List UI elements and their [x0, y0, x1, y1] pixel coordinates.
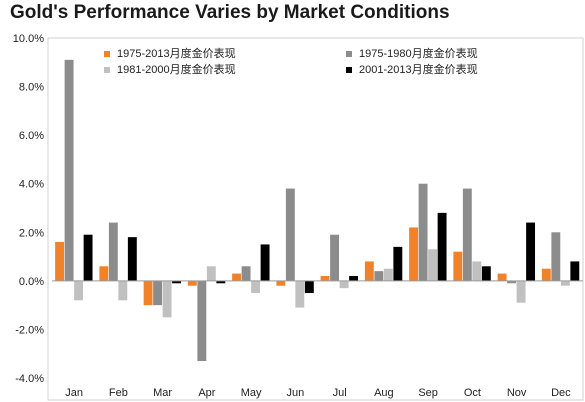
- bar: [364, 261, 374, 281]
- bar: [304, 280, 314, 293]
- y-axis: -4.0% -2.0% 0.0% 2.0% 4.0% 6.0% 8.0% 10.0%: [13, 33, 44, 385]
- bar: [551, 232, 561, 281]
- legend-label: 1975-1980月度金价表现: [359, 46, 478, 60]
- x-tick-label: Feb: [109, 387, 128, 399]
- bar: [127, 237, 137, 281]
- x-tick-label: Aug: [374, 387, 394, 399]
- x-tick-label: Jul: [333, 387, 347, 399]
- legend-swatch: [104, 67, 110, 73]
- bar: [570, 261, 580, 281]
- legend-swatch: [346, 67, 352, 73]
- bar: [383, 268, 393, 281]
- bar: [462, 188, 472, 281]
- bar: [285, 188, 295, 281]
- y-tick-label: 2.0%: [19, 227, 44, 239]
- bar: [153, 280, 163, 306]
- bar: [216, 280, 226, 284]
- y-tick-label: 8.0%: [19, 82, 44, 94]
- bar: [162, 280, 172, 318]
- bar: [55, 242, 65, 281]
- plot-area-frame: [47, 37, 584, 401]
- bar: [541, 268, 551, 281]
- legend-label: 2001-2013月度金价表现: [359, 62, 478, 76]
- x-axis: Jan Feb Mar Apr May Jun Jul Aug Sep Oct Nov Dec: [65, 387, 571, 399]
- x-tick-label: Jun: [287, 387, 305, 399]
- bar: [74, 280, 84, 301]
- bar: [320, 276, 330, 281]
- legend: 1975-2013月度金价表现 1975-1980月度金价表现 1981-2000月…: [104, 46, 478, 76]
- x-tick-label: Jan: [65, 387, 83, 399]
- bar: [339, 280, 349, 289]
- bar: [99, 266, 109, 281]
- bar: [276, 280, 286, 286]
- bar: [560, 280, 570, 286]
- y-tick-label: -4.0%: [15, 373, 44, 385]
- bars: [55, 59, 580, 361]
- x-tick-label: Nov: [507, 387, 527, 399]
- y-tick-label: -2.0%: [15, 324, 44, 336]
- bar: [108, 222, 118, 281]
- bar: [507, 280, 517, 284]
- bar: [516, 280, 526, 303]
- bar: [472, 261, 482, 281]
- bar: [172, 280, 182, 284]
- legend-label: 1981-2000月度金价表现: [117, 62, 236, 76]
- bar: [260, 244, 270, 281]
- bar: [481, 266, 491, 281]
- bar: [349, 276, 359, 281]
- bar: [497, 273, 507, 281]
- bar: [64, 59, 74, 281]
- bar: [206, 266, 216, 281]
- bar: [197, 280, 207, 361]
- bar: [418, 183, 428, 281]
- bar: [409, 227, 419, 281]
- bar: [330, 234, 340, 281]
- bar: [83, 234, 93, 281]
- bar: [374, 271, 384, 281]
- x-tick-label: Sep: [418, 387, 438, 399]
- bar: [526, 222, 536, 281]
- bar: [437, 212, 447, 281]
- bar: [232, 273, 242, 281]
- legend-label: 1975-2013月度金价表现: [117, 46, 236, 60]
- bar: [241, 266, 251, 281]
- x-tick-label: Oct: [464, 387, 481, 399]
- bar: [453, 251, 463, 281]
- chart-title: Gold's Performance Varies by Market Cond…: [10, 2, 450, 23]
- y-tick-label: 0.0%: [19, 276, 44, 288]
- bar: [393, 246, 403, 281]
- bar: [251, 280, 261, 293]
- bar: [118, 280, 128, 301]
- x-tick-label: Dec: [551, 387, 571, 399]
- bar: [143, 280, 153, 306]
- x-tick-label: Apr: [198, 387, 215, 399]
- legend-swatch: [104, 51, 110, 57]
- y-tick-label: 4.0%: [19, 179, 44, 191]
- x-tick-label: Mar: [153, 387, 172, 399]
- bar: [187, 280, 197, 286]
- legend-swatch: [346, 51, 352, 57]
- y-tick-label: 10.0%: [13, 33, 44, 45]
- x-tick-label: May: [241, 387, 262, 399]
- bar: [295, 280, 305, 308]
- bar: [428, 249, 438, 281]
- y-tick-label: 6.0%: [19, 130, 44, 142]
